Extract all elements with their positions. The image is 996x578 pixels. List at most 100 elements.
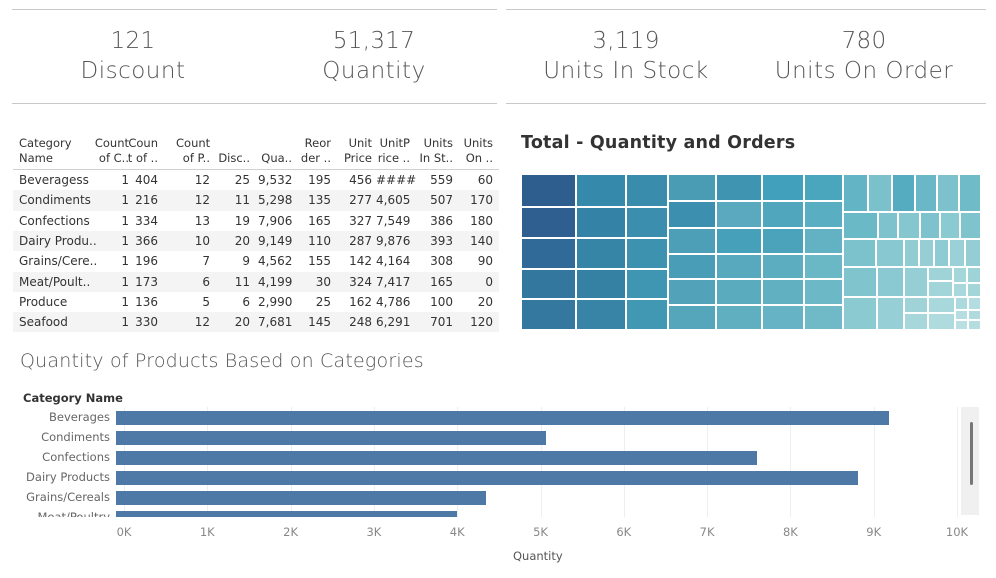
- treemap-tile[interactable]: [668, 254, 716, 279]
- treemap-tile[interactable]: [928, 267, 953, 281]
- treemap-tile[interactable]: [904, 297, 928, 313]
- treemap-tile[interactable]: [904, 267, 928, 297]
- bar[interactable]: [116, 511, 457, 517]
- table-header-cell[interactable]: Category Name: [19, 136, 72, 165]
- scrollbar-thumb[interactable]: [970, 422, 973, 485]
- table-row[interactable]: Condiments 1 216 12 11 5,298 135 277 4,605 507 170: [13, 190, 499, 211]
- treemap-tile[interactable]: [804, 228, 843, 254]
- treemap-tile[interactable]: [928, 297, 955, 313]
- treemap-tile[interactable]: [762, 174, 804, 201]
- treemap-tile[interactable]: [955, 320, 968, 330]
- treemap-tile[interactable]: [968, 310, 981, 320]
- treemap-tile[interactable]: [668, 228, 716, 254]
- table-header-cell[interactable]: Units On ..: [463, 136, 493, 165]
- table-row[interactable]: Confections 1 334 13 19 7,906 165 327 7,549 386 18…: [13, 211, 499, 231]
- treemap-tile[interactable]: [967, 283, 981, 297]
- treemap-tile[interactable]: [843, 212, 878, 239]
- table-row[interactable]: Beveragess 1 404 12 25 9,532 195 456 #### 559 60: [13, 170, 499, 190]
- treemap-tile[interactable]: [626, 299, 668, 330]
- treemap-tile[interactable]: [953, 267, 967, 283]
- table-row[interactable]: Dairy Produ.. 1 366 10 20 9,149 110 287 9,876 393…: [13, 230, 499, 252]
- treemap-tile[interactable]: [843, 297, 877, 330]
- category-name-header[interactable]: Category Name: [23, 391, 123, 405]
- table-row[interactable]: Seafood 1 330 12 20 7,681 145 248 6,291 701 120: [13, 312, 499, 333]
- treemap-tile[interactable]: [762, 201, 804, 228]
- treemap-tile[interactable]: [843, 239, 876, 267]
- treemap-tile[interactable]: [576, 207, 626, 238]
- treemap-tile[interactable]: [626, 269, 668, 299]
- bar[interactable]: [116, 431, 546, 445]
- table-header-cell[interactable]: Reor der ..: [300, 136, 331, 165]
- treemap-tile[interactable]: [762, 305, 804, 330]
- treemap-tile[interactable]: [804, 254, 843, 279]
- table-header-cell[interactable]: Count of C..: [94, 136, 129, 165]
- bar-category-label[interactable]: Meat/Poultry: [37, 510, 110, 517]
- table-row[interactable]: Meat/Poult.. 1 173 6 11 4,199 30 324 7,417 165 0: [13, 271, 499, 292]
- treemap-tile[interactable]: [878, 212, 898, 239]
- treemap-tile[interactable]: [953, 283, 967, 297]
- treemap-tile[interactable]: [762, 279, 804, 305]
- treemap-tile[interactable]: [521, 207, 576, 238]
- table-header-cell[interactable]: Disc..: [218, 151, 250, 165]
- treemap-tile[interactable]: [967, 267, 981, 283]
- bar[interactable]: [116, 491, 487, 505]
- treemap-tile[interactable]: [960, 212, 981, 239]
- treemap-tile[interactable]: [877, 267, 904, 297]
- bar[interactable]: [116, 471, 858, 485]
- treemap-tile[interactable]: [959, 174, 981, 212]
- table-header-cell[interactable]: Count of P..: [176, 136, 211, 165]
- table-header-cell[interactable]: UnitP rice ..: [377, 136, 410, 165]
- treemap-tile[interactable]: [576, 238, 626, 269]
- treemap-tile[interactable]: [968, 297, 981, 310]
- treemap-tile[interactable]: [762, 254, 804, 279]
- treemap-tile[interactable]: [843, 174, 868, 212]
- treemap-tile[interactable]: [968, 320, 981, 330]
- treemap-tile[interactable]: [576, 269, 626, 299]
- treemap-tile[interactable]: [937, 174, 959, 212]
- bar-category-label[interactable]: Beverages: [49, 410, 110, 424]
- treemap-tile[interactable]: [904, 313, 928, 330]
- table-row[interactable]: Grains/Cere.. 1 196 7 9 4,562 155 142 4,164 308 90: [13, 251, 499, 271]
- treemap-tile[interactable]: [934, 239, 949, 267]
- treemap-tile[interactable]: [843, 267, 877, 297]
- bar-category-label[interactable]: Grains/Cereals: [26, 490, 110, 504]
- treemap-tile[interactable]: [716, 254, 762, 279]
- treemap-tile[interactable]: [521, 174, 576, 207]
- table-header-cell[interactable]: Coun t of ..: [127, 136, 158, 165]
- treemap-tile[interactable]: [668, 201, 716, 228]
- treemap-tile[interactable]: [626, 174, 668, 207]
- treemap-tile[interactable]: [804, 174, 843, 201]
- treemap-tile[interactable]: [668, 279, 716, 305]
- treemap-tile[interactable]: [804, 305, 843, 330]
- treemap-tile[interactable]: [876, 239, 904, 267]
- treemap-tile[interactable]: [521, 269, 576, 299]
- treemap-tile[interactable]: [955, 297, 968, 310]
- treemap-tile[interactable]: [920, 212, 940, 239]
- treemap-tile[interactable]: [915, 174, 937, 212]
- treemap-tile[interactable]: [928, 281, 953, 297]
- treemap-tile[interactable]: [716, 228, 762, 254]
- treemap-tile[interactable]: [716, 279, 762, 305]
- treemap-tile[interactable]: [521, 299, 576, 330]
- treemap-tile[interactable]: [877, 297, 904, 330]
- treemap-tile[interactable]: [716, 174, 762, 201]
- treemap-tile[interactable]: [668, 305, 716, 330]
- treemap-tile[interactable]: [898, 212, 920, 239]
- treemap-tile[interactable]: [668, 174, 716, 201]
- bar-category-label[interactable]: Condiments: [41, 430, 110, 444]
- treemap-tile[interactable]: [904, 239, 919, 267]
- treemap-tile[interactable]: [576, 299, 626, 330]
- bar[interactable]: [116, 411, 889, 425]
- treemap-tile[interactable]: [716, 201, 762, 228]
- treemap-tile[interactable]: [940, 212, 960, 239]
- bar-category-label[interactable]: Confections: [42, 450, 110, 464]
- table-header-cell[interactable]: Unit Price: [343, 136, 372, 165]
- treemap-tile[interactable]: [804, 279, 843, 305]
- treemap-tile[interactable]: [626, 207, 668, 238]
- treemap-tile[interactable]: [928, 313, 955, 330]
- treemap-tile[interactable]: [576, 174, 626, 207]
- treemap-tile[interactable]: [716, 305, 762, 330]
- table-header-cell[interactable]: Qua..: [261, 151, 292, 165]
- treemap-tile[interactable]: [892, 174, 915, 212]
- treemap-tile[interactable]: [762, 228, 804, 254]
